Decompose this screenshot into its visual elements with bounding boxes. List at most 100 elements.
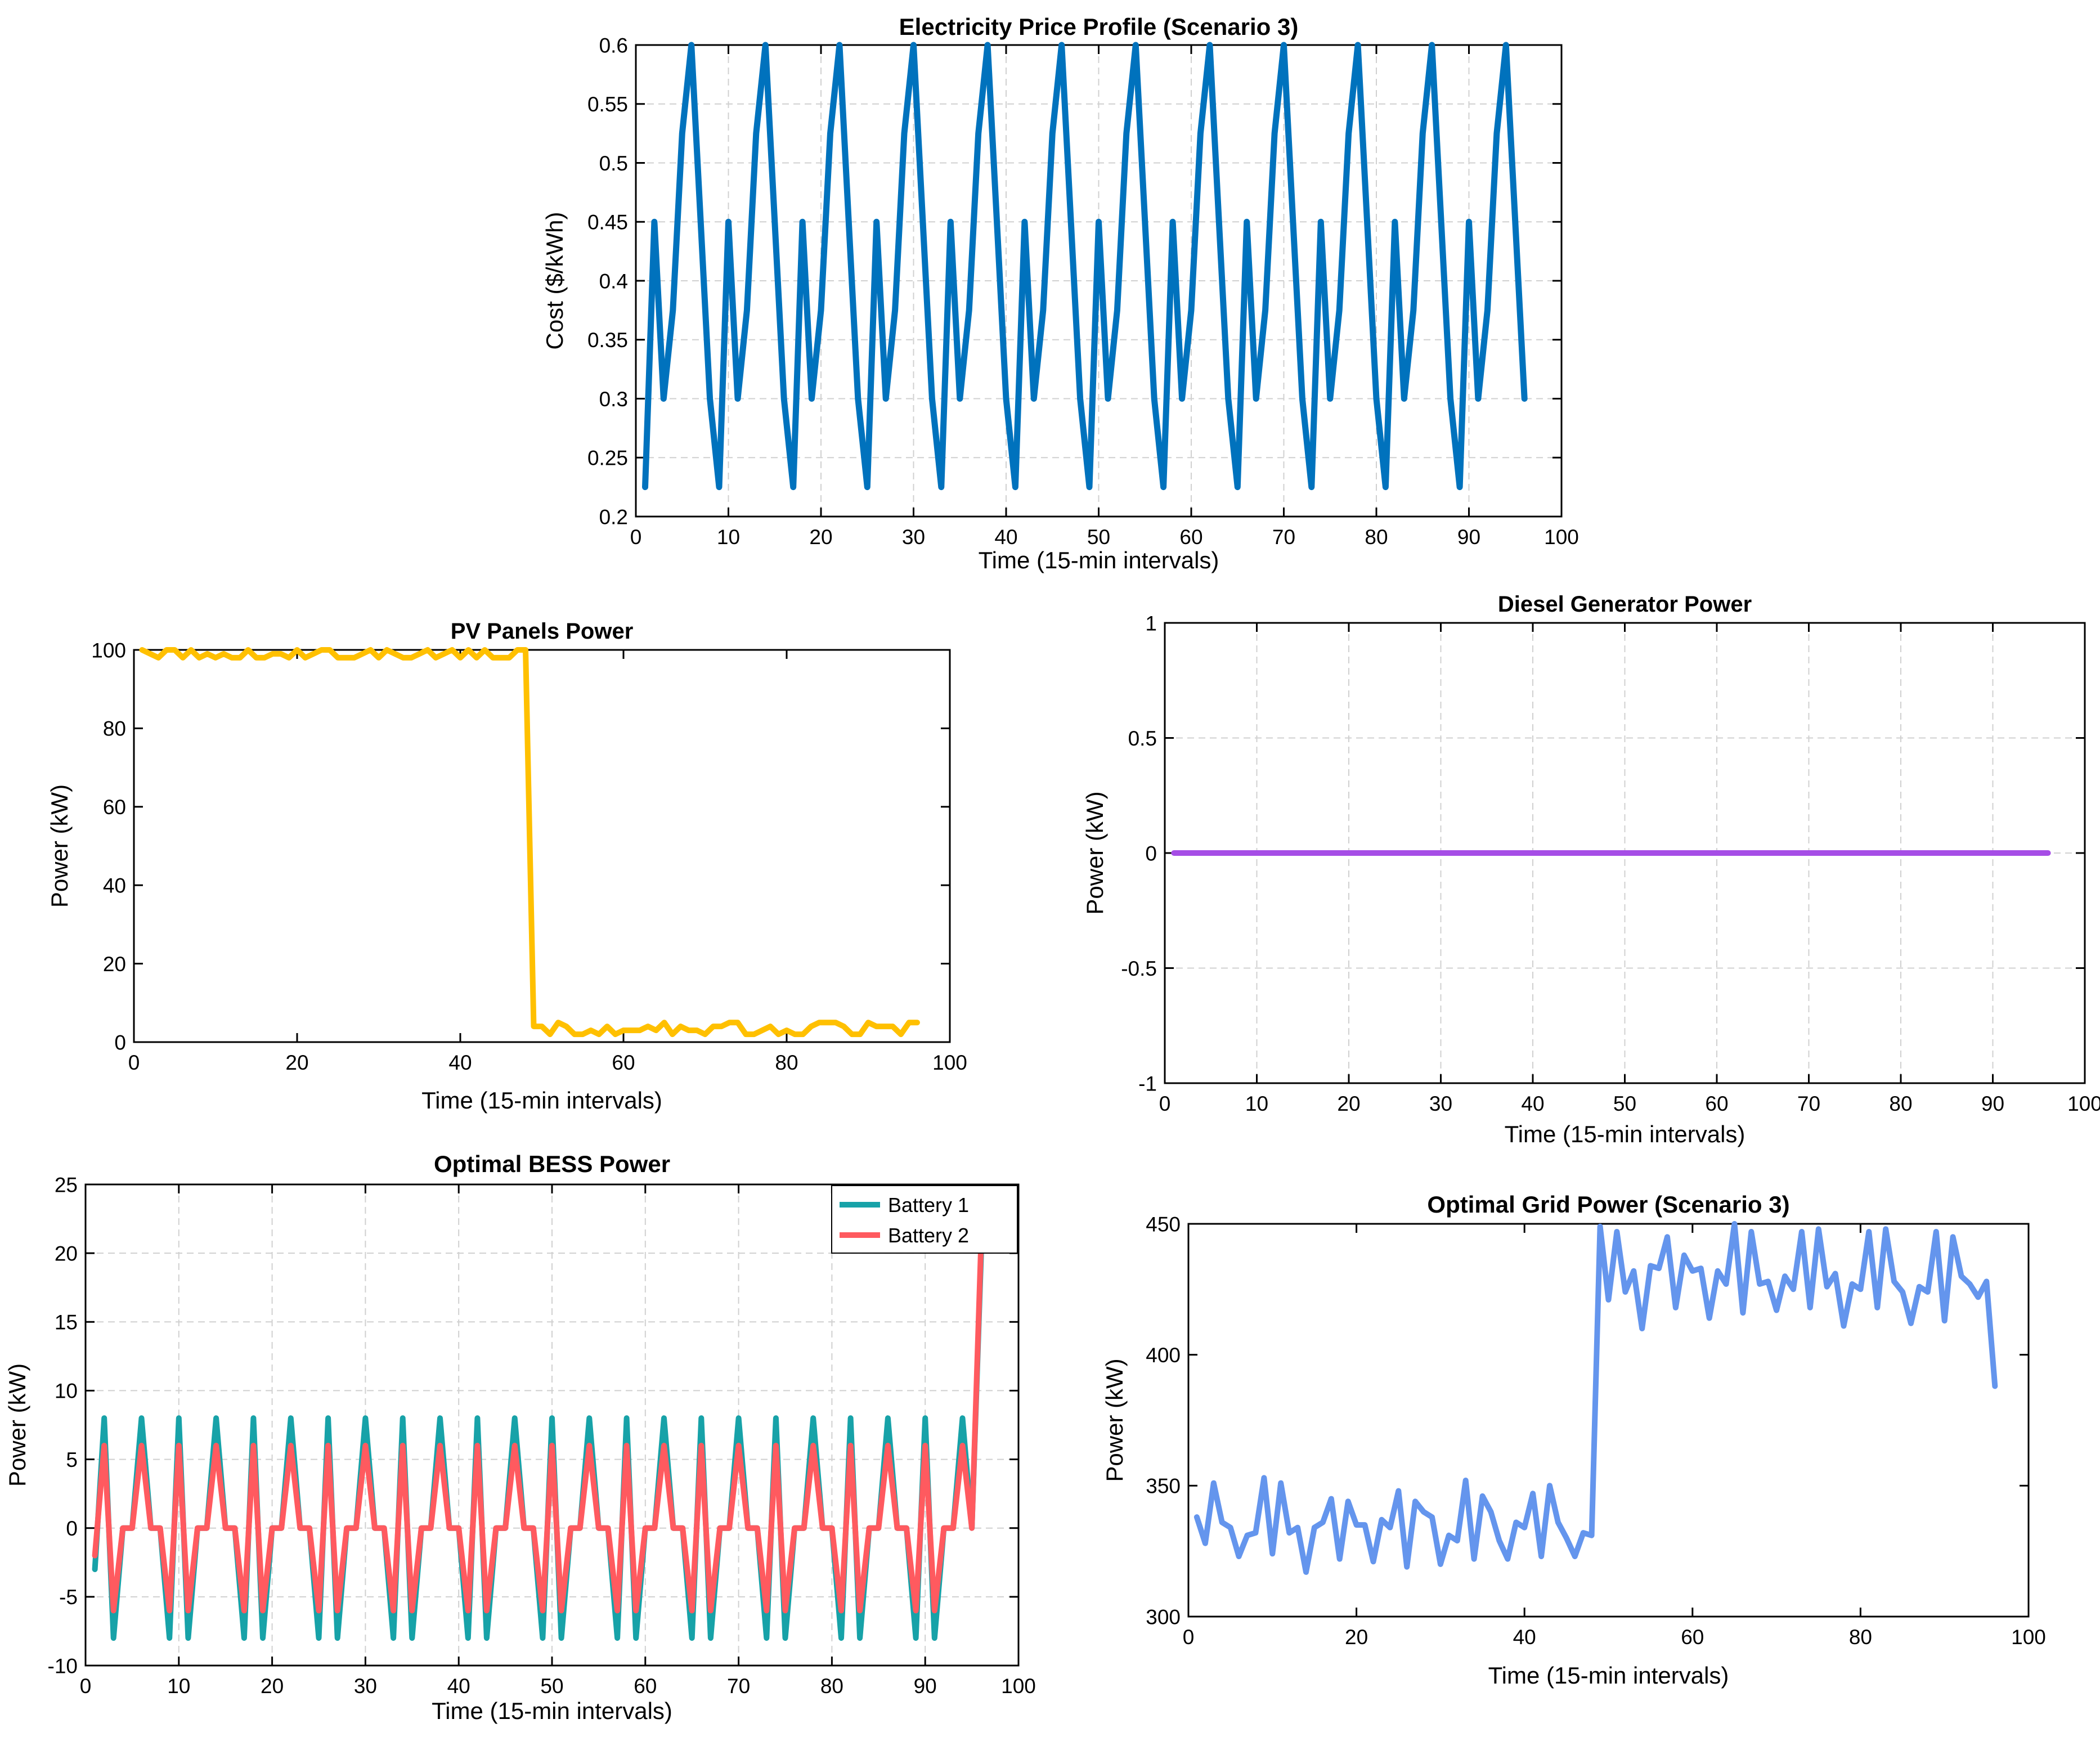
grid-ytick-label-3: 450 xyxy=(1146,1213,1181,1236)
price-ytick-label-4: 0.4 xyxy=(599,270,628,293)
pv-ytick-label-3: 60 xyxy=(103,796,126,819)
diesel-ytick-label-1: -0.5 xyxy=(1121,957,1157,980)
bess-xtick-label-6: 60 xyxy=(634,1675,657,1698)
grid-xtick-label-3: 60 xyxy=(1681,1626,1704,1649)
pv-xtick-label-4: 80 xyxy=(775,1051,798,1074)
pv-ylabel: Power (kW) xyxy=(46,784,73,908)
diesel-ytick-label-2: 0 xyxy=(1145,842,1157,865)
price-ylabel: Cost ($/kWh) xyxy=(541,212,568,349)
diesel-xlabel: Time (15-min intervals) xyxy=(1505,1121,1745,1147)
diesel-ytick-label-3: 0.5 xyxy=(1128,727,1157,750)
grid-xtick-label-2: 40 xyxy=(1513,1626,1536,1649)
price-ytick-label-6: 0.5 xyxy=(599,152,628,175)
pv-title: PV Panels Power xyxy=(451,619,634,644)
diesel-xtick-label-5: 50 xyxy=(1613,1092,1636,1115)
pv-ytick-label-4: 80 xyxy=(103,717,126,740)
grid-series-0-line xyxy=(1193,1221,1998,1575)
diesel-title: Diesel Generator Power xyxy=(1498,592,1752,617)
price-xtick-label-3: 30 xyxy=(902,526,925,549)
price-xtick-label-5: 50 xyxy=(1087,526,1110,549)
bess-xtick-label-1: 10 xyxy=(167,1675,190,1698)
grid-ytick-label-2: 400 xyxy=(1146,1344,1181,1367)
grid-xtick-label-0: 0 xyxy=(1183,1626,1195,1649)
diesel-xtick-label-7: 70 xyxy=(1797,1092,1820,1115)
bess-ytick-label-1: -5 xyxy=(59,1586,78,1609)
bess-ytick-label-0: -10 xyxy=(48,1654,78,1677)
price-ytick-label-7: 0.55 xyxy=(587,93,628,116)
pv-series-0-line xyxy=(139,647,920,1038)
price-xtick-label-1: 10 xyxy=(717,526,740,549)
price-xlabel: Time (15-min intervals) xyxy=(979,547,1219,573)
bess-ytick-label-2: 0 xyxy=(66,1517,78,1540)
pv-ytick-label-5: 100 xyxy=(91,639,126,662)
price-series-0-line xyxy=(642,42,1528,491)
bess-xtick-label-5: 50 xyxy=(540,1675,563,1698)
grid-axes-box xyxy=(1187,1223,2030,1618)
bess-xlabel: Time (15-min intervals) xyxy=(432,1698,672,1724)
pv-xtick-label-1: 20 xyxy=(285,1051,308,1074)
bess-xtick-label-10: 100 xyxy=(1001,1675,1036,1698)
grid-xtick-label-5: 100 xyxy=(2011,1626,2046,1649)
grid-ylabel: Power (kW) xyxy=(1101,1358,1128,1482)
pv-xlabel: Time (15-min intervals) xyxy=(421,1087,662,1114)
bess-chart: 0 10 20 30 40 50 60 70 80 90 100 -10 -5 0 5 10 15 20 25 Opt… xyxy=(4,1151,1036,1724)
bess-xtick-label-3: 30 xyxy=(354,1675,377,1698)
grid-ytick-label-1: 350 xyxy=(1146,1475,1181,1498)
bess-xtick-label-8: 80 xyxy=(820,1675,843,1698)
bess-legend-label-0: Battery 1 xyxy=(888,1193,969,1217)
price-xtick-label-10: 100 xyxy=(1544,526,1579,549)
diesel-chart: 0 10 20 30 40 50 60 70 80 90 100 -1 -0.5 0 0.5 1 Diesel … xyxy=(1082,592,2100,1147)
price-title: Electricity Price Profile (Scenario 3) xyxy=(899,14,1299,40)
grid-chart: 0 20 40 60 80 100 300 350 400 450 Optimal Grid Pow… xyxy=(1101,1191,2046,1689)
grid-xtick-label-4: 80 xyxy=(1849,1626,1872,1649)
pv-xtick-label-2: 40 xyxy=(448,1051,472,1074)
diesel-xtick-label-1: 10 xyxy=(1245,1092,1268,1115)
bess-ylabel: Power (kW) xyxy=(4,1363,30,1487)
bess-xtick-label-2: 20 xyxy=(261,1675,284,1698)
pv-xtick-label-5: 100 xyxy=(932,1051,967,1074)
bess-series-1-line xyxy=(92,1236,984,1614)
diesel-xtick-label-6: 60 xyxy=(1705,1092,1728,1115)
grid-title: Optimal Grid Power (Scenario 3) xyxy=(1427,1191,1789,1218)
bess-xtick-label-9: 90 xyxy=(914,1675,937,1698)
bess-xtick-label-4: 40 xyxy=(447,1675,470,1698)
diesel-xtick-label-8: 80 xyxy=(1889,1092,1912,1115)
bess-xtick-label-7: 70 xyxy=(727,1675,750,1698)
pv-xtick-label-3: 60 xyxy=(612,1051,635,1074)
diesel-ylabel: Power (kW) xyxy=(1082,791,1108,914)
diesel-xtick-label-4: 40 xyxy=(1521,1092,1544,1115)
price-xtick-label-9: 90 xyxy=(1457,526,1480,549)
bess-ytick-label-7: 25 xyxy=(55,1173,78,1196)
grid-ytick-label-0: 300 xyxy=(1146,1605,1181,1628)
pv-xtick-label-0: 0 xyxy=(128,1051,140,1074)
diesel-ytick-label-0: -1 xyxy=(1138,1072,1157,1095)
price-ytick-label-1: 0.25 xyxy=(587,447,628,470)
price-ytick-label-2: 0.3 xyxy=(599,388,628,411)
bess-title: Optimal BESS Power xyxy=(434,1151,670,1177)
bess-ytick-label-5: 15 xyxy=(55,1311,78,1334)
price-xtick-label-2: 20 xyxy=(809,526,832,549)
diesel-xtick-label-0: 0 xyxy=(1159,1092,1171,1115)
bess-xtick-label-0: 0 xyxy=(80,1675,92,1698)
price-xtick-label-0: 0 xyxy=(630,526,642,549)
bess-legend-label-1: Battery 2 xyxy=(888,1224,969,1247)
price-ytick-label-5: 0.45 xyxy=(587,211,628,234)
pv-axes-box xyxy=(133,649,951,1043)
bess-ytick-label-6: 20 xyxy=(55,1242,78,1265)
diesel-xtick-label-10: 100 xyxy=(2067,1092,2100,1115)
price-ytick-label-0: 0.2 xyxy=(599,505,628,528)
price-ytick-label-3: 0.35 xyxy=(587,329,628,352)
pv-chart: 0 20 40 60 80 100 0 20 40 60 80 100 PV Panels Power T… xyxy=(46,619,967,1114)
price-xtick-label-4: 40 xyxy=(994,526,1017,549)
bess-ytick-label-3: 5 xyxy=(66,1448,78,1471)
pv-ytick-label-1: 20 xyxy=(103,953,126,976)
price-xtick-label-8: 80 xyxy=(1365,526,1388,549)
grid-xtick-label-1: 20 xyxy=(1345,1626,1368,1649)
diesel-xtick-label-2: 20 xyxy=(1337,1092,1360,1115)
bess-ytick-label-4: 10 xyxy=(55,1380,78,1403)
pv-ytick-label-0: 0 xyxy=(114,1031,126,1054)
diesel-ytick-label-4: 1 xyxy=(1145,612,1157,635)
price-ytick-label-8: 0.6 xyxy=(599,34,628,57)
bess-legend-box xyxy=(831,1185,1018,1254)
